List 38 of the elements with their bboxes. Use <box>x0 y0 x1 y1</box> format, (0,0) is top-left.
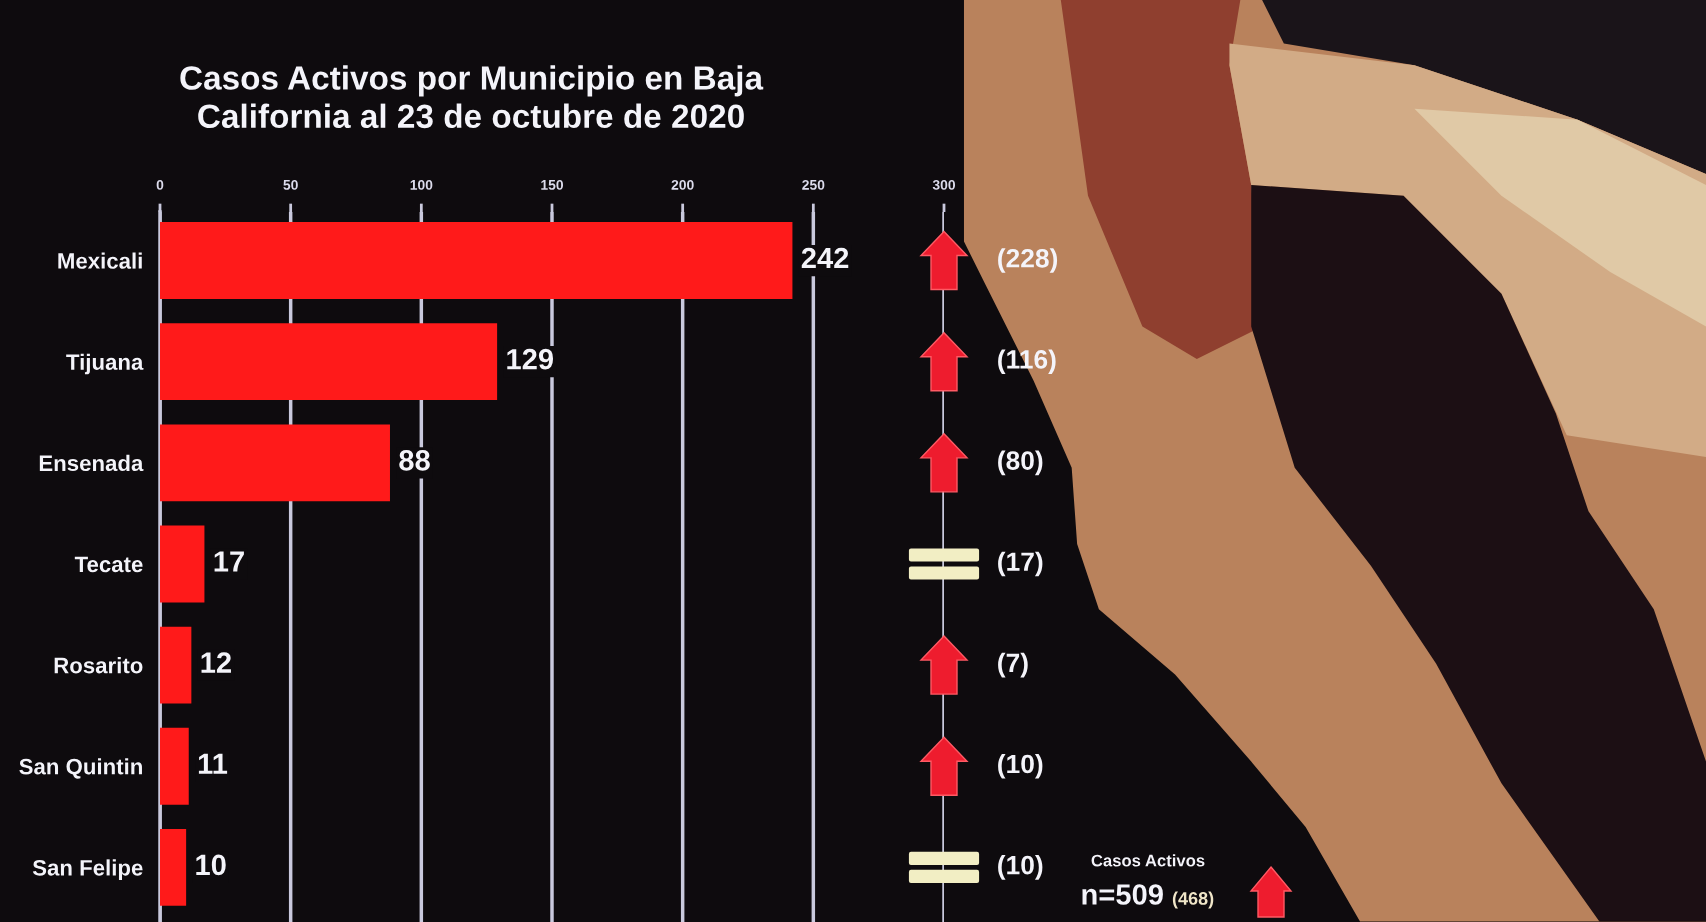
bar <box>160 323 498 401</box>
y-tick-label: San Felipe <box>32 859 143 881</box>
y-tick-label: Ensenada <box>39 454 144 472</box>
bar <box>160 727 189 805</box>
text: (10) <box>998 753 1043 779</box>
text: n=509 <box>1082 884 1163 905</box>
data-label: 10 <box>196 854 226 876</box>
text: Casos Activos <box>1091 854 1205 867</box>
x-tick-label: 250 <box>802 179 825 190</box>
data-label: 242 <box>801 247 849 269</box>
text: (17) <box>998 551 1043 577</box>
bar <box>160 525 205 603</box>
bar <box>160 828 187 906</box>
y-tick-label: Rosarito <box>54 657 143 674</box>
x-tick-label: 200 <box>671 179 694 190</box>
text: (468) <box>1172 891 1214 909</box>
y-tick-label: Mexicali <box>58 252 142 269</box>
y-tick-label: San Quintin <box>19 758 142 779</box>
data-label: 88 <box>399 450 430 471</box>
bar <box>160 424 390 502</box>
text: (228) <box>998 248 1058 273</box>
text: (7) <box>998 652 1028 678</box>
x-tick-label: 100 <box>410 179 433 190</box>
y-tick-label: Tecate <box>74 556 143 573</box>
chart-title: Casos Activos por Municipio en Baja California al 23 de octubre de 2020 <box>180 65 764 129</box>
x-tick-label: 300 <box>932 179 956 190</box>
data-label: 17 <box>214 551 244 572</box>
text: (10) <box>998 855 1043 880</box>
x-tick-label: 0 <box>156 179 164 190</box>
text: (80) <box>998 450 1043 476</box>
x-tick-label: 150 <box>541 179 564 190</box>
bar <box>160 626 192 704</box>
bar <box>160 222 793 299</box>
x-tick-label: 50 <box>283 179 298 190</box>
data-label: 129 <box>507 348 554 370</box>
data-label: 12 <box>201 652 231 673</box>
y-tick-label: Tijuana <box>66 353 144 375</box>
data-label: 11 <box>198 753 228 774</box>
